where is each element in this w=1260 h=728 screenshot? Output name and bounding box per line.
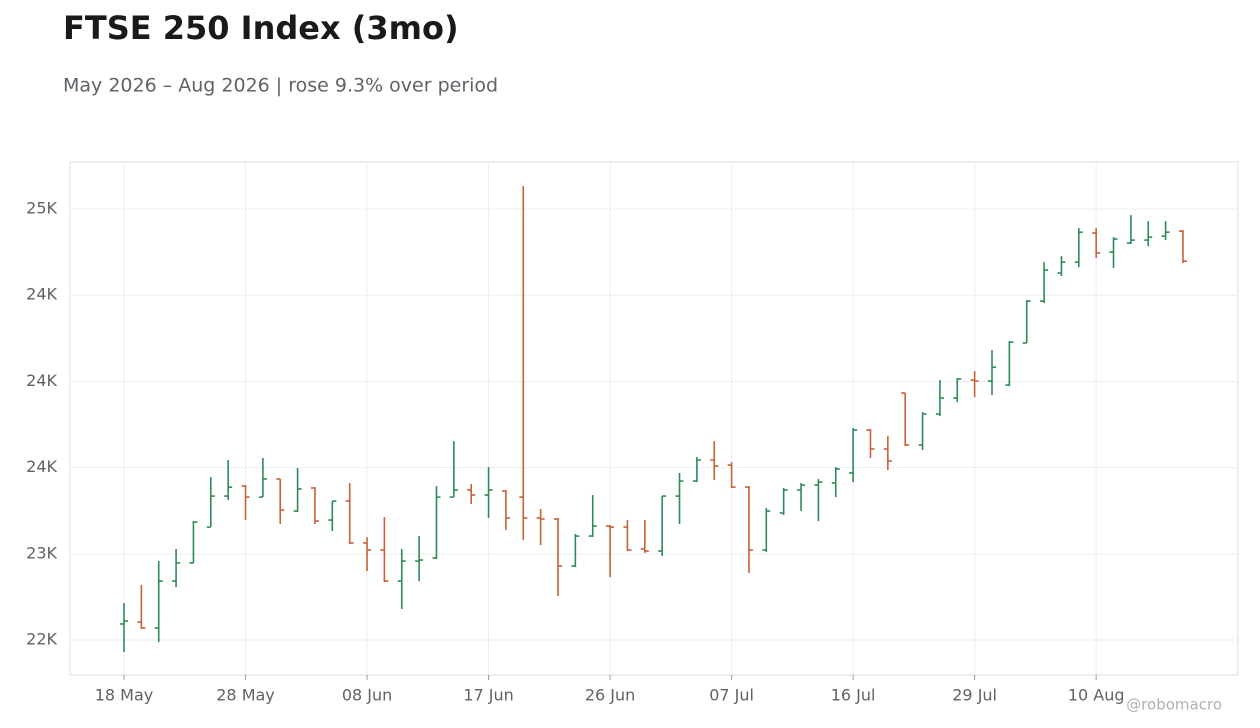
x-tick-label: 10 Aug: [1068, 686, 1125, 705]
x-tick-label: 29 Jul: [952, 686, 997, 705]
x-tick-label: 17 Jun: [463, 686, 513, 705]
y-tick-label: 24K: [26, 285, 57, 304]
y-tick-label: 23K: [26, 543, 57, 562]
plot-frame: [69, 161, 1239, 676]
chart-title: FTSE 250 Index (3mo): [63, 9, 459, 47]
y-tick-label: 24K: [26, 457, 57, 476]
x-tick-label: 08 Jun: [342, 686, 392, 705]
x-tick-label: 16 Jul: [831, 686, 876, 705]
watermark: @robomacro: [1126, 696, 1222, 714]
x-tick-label: 28 May: [216, 686, 275, 705]
y-tick-label: 25K: [26, 199, 57, 218]
chart-subtitle: May 2026 – Aug 2026 | rose 9.3% over per…: [63, 75, 498, 97]
y-tick-label: 24K: [26, 371, 57, 390]
x-tick-label: 18 May: [95, 686, 154, 705]
x-tick-label: 26 Jun: [585, 686, 635, 705]
x-tick-label: 07 Jul: [709, 686, 754, 705]
y-tick-label: 22K: [26, 630, 57, 649]
